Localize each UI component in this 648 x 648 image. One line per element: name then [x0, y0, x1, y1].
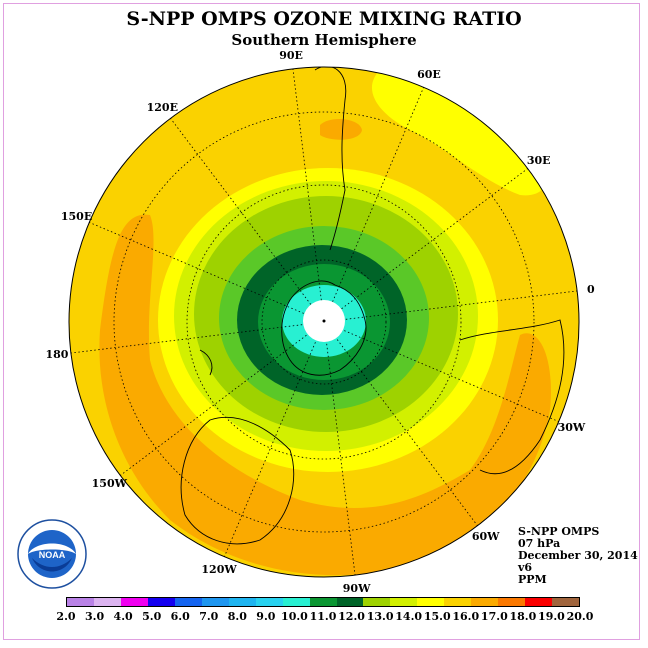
colorbar-segment	[552, 598, 580, 606]
noaa-logo: NOAA	[17, 519, 87, 589]
meridian-line	[170, 118, 312, 305]
longitude-label: 60E	[417, 67, 441, 81]
colorbar-segment	[390, 598, 418, 606]
meridian-line	[89, 221, 304, 314]
lat-circle-3	[113, 111, 535, 533]
longitude-label: 0	[586, 282, 595, 296]
colorbar-segment	[228, 598, 256, 606]
meridian-line	[292, 68, 322, 301]
meridian-line	[120, 334, 307, 476]
colorbar-label: 2.0	[56, 610, 76, 623]
info-block: S-NPP OMPS 07 hPa December 30, 2014 v6 P…	[518, 526, 638, 586]
noaa-logo-text: NOAA	[39, 550, 66, 560]
colorbar-labels: 2.0 3.0 4.0 5.0 6.0 7.0 8.0 9.0 10.0 11.0 12.0 13.0…	[0, 610, 648, 624]
colorbar-label: 11.0	[309, 610, 337, 623]
info-level: 07 hPa	[518, 537, 561, 550]
coast-antarctica	[281, 280, 367, 376]
colorbar-segment	[174, 598, 202, 606]
colorbar-label: 18.0	[509, 610, 537, 623]
pole-dot	[322, 319, 326, 323]
coast-australia	[180, 416, 295, 545]
colorbar-label: 16.0	[452, 610, 480, 623]
colorbar-label: 8.0	[227, 610, 247, 623]
colorbar-segment	[363, 598, 391, 606]
colorbar-label: 12.0	[338, 610, 365, 623]
colorbar-label: 4.0	[113, 610, 133, 623]
meridian-line	[341, 168, 528, 310]
info-units: PPM	[518, 573, 547, 586]
colorbar-segment	[498, 598, 526, 606]
meridian-line	[223, 342, 316, 557]
longitude-label: 60W	[471, 530, 500, 544]
colorbar-segment	[525, 598, 553, 606]
longitude-label: 150E	[60, 210, 93, 224]
colorbar-label: 9.0	[256, 610, 276, 623]
image-frame	[3, 3, 640, 640]
map-subtitle: Southern Hemisphere	[231, 31, 417, 49]
meridian-line	[345, 290, 578, 320]
longitude-label: 90W	[342, 582, 371, 596]
colorbar-label: 6.0	[170, 610, 190, 623]
colorbar-segment	[93, 598, 121, 606]
longitude-label: 30W	[557, 420, 586, 434]
colorbar-label: 5.0	[142, 610, 162, 623]
coast-new-zealand	[199, 349, 213, 376]
longitude-label: 120W	[201, 563, 237, 577]
field-15-16-patch	[371, 67, 550, 196]
colorbar-segment	[201, 598, 229, 606]
meridian-line	[326, 343, 356, 576]
colorbar-label: 17.0	[480, 610, 508, 623]
colorbar-segment	[147, 598, 175, 606]
coast-africa	[459, 319, 565, 475]
longitude-label: 30E	[526, 153, 551, 167]
colorbar-segment	[471, 598, 499, 606]
colorbar-segment	[120, 598, 148, 606]
longitude-label: 120E	[146, 100, 178, 114]
info-version: v6	[518, 561, 533, 574]
longitude-label: 180	[45, 348, 69, 362]
colorbar-label: 13.0	[366, 610, 394, 623]
meridian-line	[344, 330, 559, 423]
colorbar-label: 20.0	[566, 610, 594, 623]
meridian-line	[332, 87, 425, 302]
longitude-label: 90E	[279, 48, 303, 62]
field-17-18-band	[99, 214, 551, 576]
meridian-line	[70, 324, 303, 354]
colorbar-label: 3.0	[84, 610, 105, 623]
lat-circle-2	[186, 184, 462, 460]
colorbar-segment	[309, 598, 337, 606]
field-17-18-patch	[320, 118, 362, 140]
colorbar-segment	[282, 598, 310, 606]
colorbar-segment	[336, 598, 364, 606]
colorbar-segment	[444, 598, 472, 606]
meridian-line	[336, 339, 478, 526]
coast-south-america	[314, 67, 347, 251]
map-title: S-NPP OMPS OZONE MIXING RATIO	[126, 8, 522, 30]
map-border	[68, 66, 580, 578]
colorbar-segment	[67, 598, 94, 606]
lat-circle-1	[261, 259, 387, 385]
colorbar	[66, 597, 580, 607]
colorbar-label: 10.0	[281, 610, 308, 623]
colorbar-segment	[255, 598, 283, 606]
colorbar-label: 7.0	[199, 610, 219, 623]
colorbar-label: 19.0	[538, 610, 565, 623]
colorbar-label: 14.0	[395, 610, 423, 623]
longitude-label: 150W	[91, 477, 127, 491]
info-date: December 30, 2014	[518, 549, 638, 562]
colorbar-segment	[417, 598, 445, 606]
colorbar-label: 15.0	[423, 610, 451, 623]
info-instrument: S-NPP OMPS	[518, 525, 600, 538]
